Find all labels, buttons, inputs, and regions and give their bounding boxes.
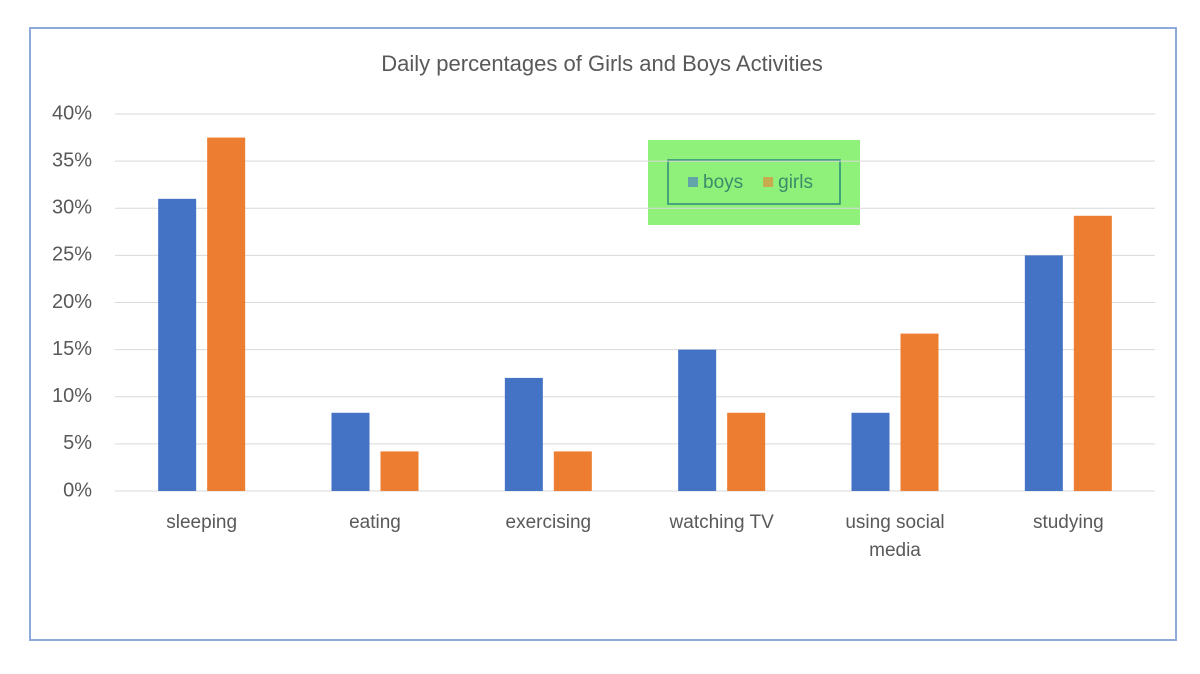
y-tick-label: 40% [52, 102, 92, 124]
bar [900, 333, 939, 491]
legend-swatch [688, 177, 698, 187]
y-tick-label: 5% [63, 432, 92, 454]
y-tick-label: 30% [52, 197, 92, 219]
highlight [648, 140, 860, 225]
y-tick-label: 25% [52, 244, 92, 266]
x-tick-label: studying [1032, 512, 1104, 533]
bar [504, 377, 543, 491]
x-tick-label: using social media [845, 512, 945, 561]
legend-label: girls [778, 172, 813, 193]
bar [158, 198, 197, 491]
y-tick-label: 20% [52, 291, 92, 313]
chart-border [29, 27, 1177, 641]
chart-title: Daily percentages of Girls and Boys Acti… [381, 51, 822, 76]
x-tick-label: eating [349, 512, 401, 533]
y-tick-label: 10% [52, 385, 92, 407]
bar [1024, 255, 1063, 491]
bar [380, 451, 419, 491]
x-tick-label: watching TV [669, 512, 774, 533]
legend-box [667, 159, 841, 205]
bar [1073, 215, 1112, 492]
y-tick-label: 15% [52, 338, 92, 360]
x-tick-label: sleeping [166, 512, 238, 533]
legend-label: boys [703, 172, 743, 193]
bar [207, 137, 246, 491]
bar [331, 412, 370, 491]
legend-swatch [763, 177, 774, 187]
y-tick-label: 35% [52, 149, 92, 171]
bar [678, 349, 717, 491]
bar [851, 412, 890, 491]
x-tick-label: exercising [505, 512, 592, 533]
y-tick-label: 0% [63, 479, 92, 501]
bar [727, 412, 766, 491]
bar [553, 451, 592, 491]
